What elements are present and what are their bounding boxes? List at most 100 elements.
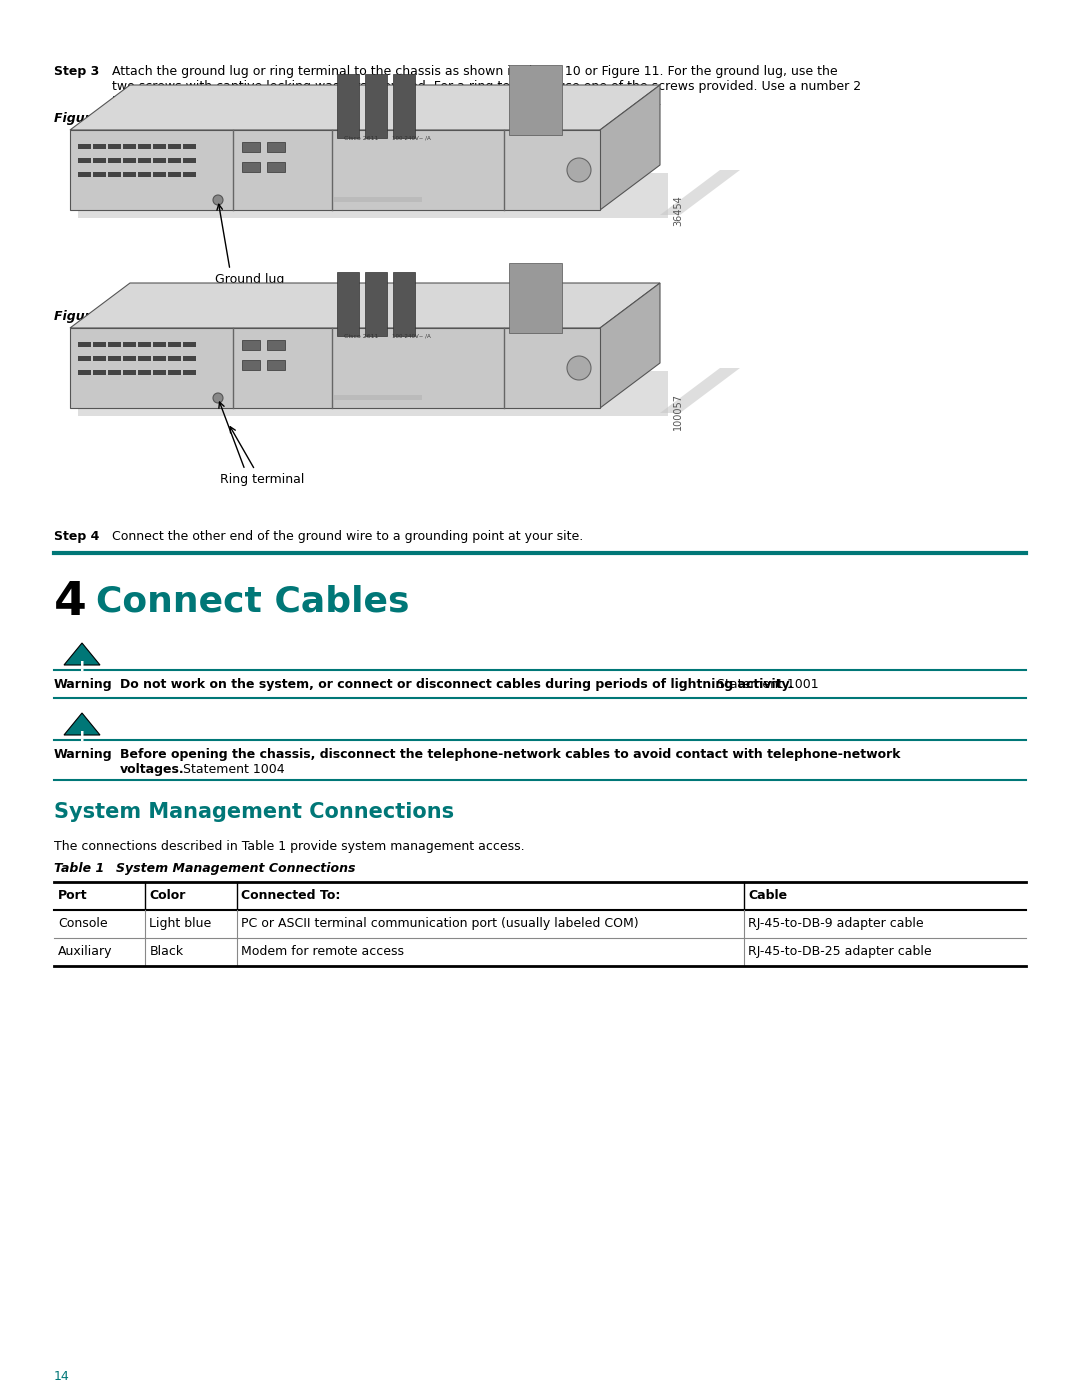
Text: Auxiliary: Auxiliary (58, 944, 112, 958)
Text: 100-240V~ /A: 100-240V~ /A (392, 136, 430, 141)
Bar (123, 144, 136, 149)
Bar (123, 172, 136, 177)
Polygon shape (600, 284, 660, 408)
Bar (183, 158, 195, 163)
Circle shape (567, 158, 591, 182)
Bar (138, 370, 151, 374)
Bar (108, 342, 121, 346)
Bar (267, 339, 285, 351)
Polygon shape (78, 372, 669, 416)
Bar (334, 197, 422, 203)
Text: Cisco 2611: Cisco 2611 (343, 334, 378, 339)
Text: 100057: 100057 (673, 393, 683, 430)
Bar (78, 172, 91, 177)
Bar (337, 74, 359, 138)
Text: 14: 14 (54, 1370, 70, 1383)
Polygon shape (70, 130, 600, 210)
Text: voltages.: voltages. (120, 763, 185, 775)
Text: Modem for remote access: Modem for remote access (241, 944, 404, 958)
Bar (138, 342, 151, 346)
Text: 36454: 36454 (673, 196, 683, 226)
Text: Cisco 2611: Cisco 2611 (343, 136, 378, 141)
Bar (93, 356, 106, 360)
Bar (108, 158, 121, 163)
Text: Before opening the chassis, disconnect the telephone-network cables to avoid con: Before opening the chassis, disconnect t… (120, 747, 901, 761)
Bar (509, 66, 562, 136)
Bar (138, 158, 151, 163)
Bar (267, 142, 285, 152)
Polygon shape (64, 643, 100, 665)
Bar (509, 263, 562, 332)
Bar (123, 370, 136, 374)
Text: The connections described in Table 1 provide system management access.: The connections described in Table 1 pro… (54, 840, 525, 854)
Bar (138, 172, 151, 177)
Text: Warning: Warning (54, 747, 112, 761)
Bar (78, 370, 91, 374)
Bar (123, 356, 136, 360)
Text: Color: Color (149, 888, 186, 902)
Text: 4: 4 (54, 580, 86, 624)
Bar (183, 144, 195, 149)
Bar (153, 342, 166, 346)
Text: Do not work on the system, or connect or disconnect cables during periods of lig: Do not work on the system, or connect or… (120, 678, 793, 692)
Bar (93, 158, 106, 163)
Bar (153, 172, 166, 177)
Text: Black: Black (149, 944, 184, 958)
Text: !: ! (79, 659, 85, 673)
Bar (242, 339, 260, 351)
Text: System Management Connections: System Management Connections (116, 862, 355, 875)
Text: RJ-45-to-DB-9 adapter cable: RJ-45-to-DB-9 adapter cable (748, 916, 923, 930)
Polygon shape (70, 85, 660, 130)
Bar (78, 342, 91, 346)
Bar (168, 172, 181, 177)
Bar (153, 144, 166, 149)
Circle shape (213, 393, 222, 402)
Text: Statement 1004: Statement 1004 (179, 763, 285, 775)
Bar (153, 356, 166, 360)
Bar (108, 172, 121, 177)
Text: Ground lug: Ground lug (215, 272, 284, 286)
Polygon shape (660, 367, 740, 414)
Polygon shape (600, 85, 660, 210)
Text: Warning: Warning (54, 678, 112, 692)
Bar (138, 144, 151, 149)
Bar (365, 272, 387, 337)
Bar (183, 342, 195, 346)
Text: Step 4: Step 4 (54, 529, 99, 543)
Bar (138, 356, 151, 360)
Text: Connect the other end of the ground wire to a grounding point at your site.: Connect the other end of the ground wire… (112, 529, 583, 543)
Text: Table 1: Table 1 (54, 862, 105, 875)
Bar (393, 74, 415, 138)
Bar (153, 370, 166, 374)
Bar (93, 370, 106, 374)
Bar (93, 172, 106, 177)
Bar (108, 144, 121, 149)
Bar (168, 158, 181, 163)
Text: Step 3: Step 3 (54, 66, 99, 78)
Circle shape (213, 196, 222, 205)
Text: PC or ASCII terminal communication port (usually labeled COM): PC or ASCII terminal communication port … (241, 916, 638, 930)
Text: Phillips screwdriver, and tighten the screws to a torque of 8 to 10 in-lb (0.9 t: Phillips screwdriver, and tighten the sc… (112, 95, 662, 108)
Text: Ring terminal: Ring terminal (220, 474, 305, 486)
Text: 100-240V~ /A: 100-240V~ /A (392, 334, 430, 339)
Text: Console: Console (58, 916, 108, 930)
Polygon shape (64, 712, 100, 735)
Text: RJ-45-to-DB-25 adapter cable: RJ-45-to-DB-25 adapter cable (748, 944, 932, 958)
Text: Figure 10: Figure 10 (54, 112, 121, 124)
Text: Cable: Cable (748, 888, 787, 902)
Text: Connected To:: Connected To: (241, 888, 340, 902)
Bar (168, 342, 181, 346)
Text: !: ! (79, 731, 85, 745)
Polygon shape (78, 173, 669, 218)
Polygon shape (70, 284, 660, 328)
Polygon shape (660, 170, 740, 215)
Bar (78, 158, 91, 163)
Bar (123, 342, 136, 346)
Text: NEBS-Compliant Chassis Ground Connection Using Ground Lug: NEBS-Compliant Chassis Ground Connection… (124, 112, 566, 124)
Bar (78, 356, 91, 360)
Circle shape (567, 356, 591, 380)
Polygon shape (70, 328, 600, 408)
Bar (168, 356, 181, 360)
Text: Figure 11: Figure 11 (54, 310, 121, 323)
Text: Light blue: Light blue (149, 916, 212, 930)
